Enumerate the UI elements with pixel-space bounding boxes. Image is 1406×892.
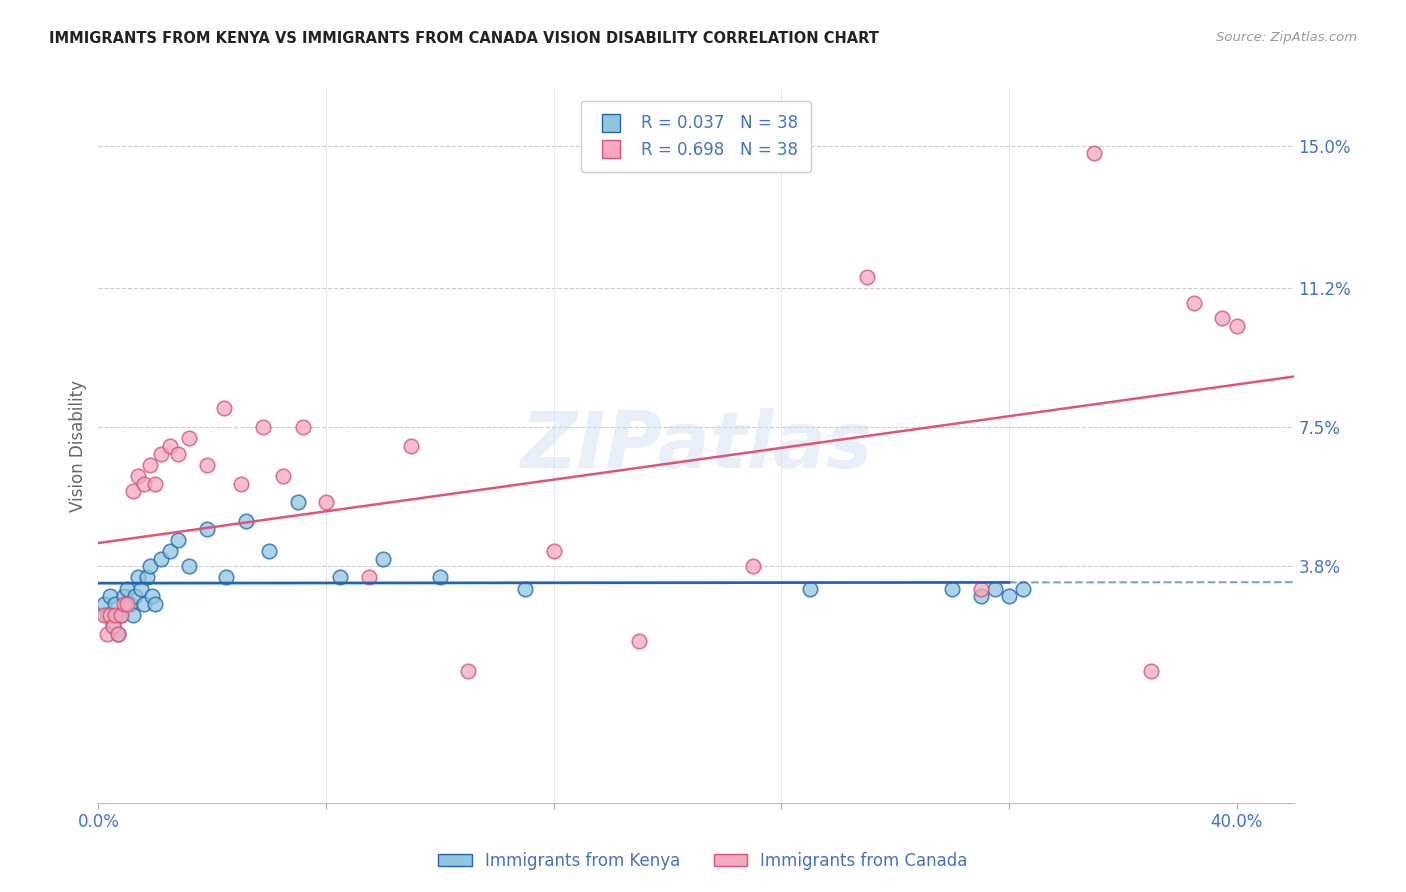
Point bbox=[799, 582, 821, 596]
Point bbox=[167, 533, 190, 547]
Point bbox=[115, 582, 138, 596]
Point bbox=[93, 597, 115, 611]
Point bbox=[1140, 665, 1163, 679]
Point bbox=[292, 420, 315, 434]
Point bbox=[141, 589, 163, 603]
Point bbox=[401, 439, 423, 453]
Point bbox=[101, 619, 124, 633]
Point bbox=[104, 607, 127, 622]
Point bbox=[143, 476, 166, 491]
Legend: R = 0.037   N = 38, R = 0.698   N = 38: R = 0.037 N = 38, R = 0.698 N = 38 bbox=[581, 101, 811, 172]
Point bbox=[107, 627, 129, 641]
Text: IMMIGRANTS FROM KENYA VS IMMIGRANTS FROM CANADA VISION DISABILITY CORRELATION CH: IMMIGRANTS FROM KENYA VS IMMIGRANTS FROM… bbox=[49, 31, 879, 46]
Point bbox=[121, 484, 143, 499]
Point bbox=[1211, 311, 1233, 326]
Point bbox=[429, 570, 451, 584]
Point bbox=[515, 582, 537, 596]
Point bbox=[96, 607, 118, 622]
Point bbox=[132, 597, 155, 611]
Point bbox=[315, 495, 337, 509]
Point bbox=[98, 607, 121, 622]
Point bbox=[129, 582, 152, 596]
Point bbox=[257, 544, 280, 558]
Point bbox=[135, 570, 157, 584]
Point bbox=[195, 458, 218, 472]
Point bbox=[215, 570, 238, 584]
Point bbox=[457, 665, 479, 679]
Point bbox=[98, 589, 121, 603]
Point bbox=[112, 589, 135, 603]
Point bbox=[543, 544, 565, 558]
Point bbox=[127, 469, 149, 483]
Point bbox=[273, 469, 295, 483]
Point bbox=[110, 607, 132, 622]
Point bbox=[1012, 582, 1035, 596]
Point bbox=[138, 559, 160, 574]
Point bbox=[628, 634, 651, 648]
Point bbox=[229, 476, 252, 491]
Point bbox=[998, 589, 1021, 603]
Point bbox=[195, 522, 218, 536]
Point bbox=[1226, 318, 1249, 333]
Point bbox=[112, 597, 135, 611]
Point bbox=[235, 514, 257, 528]
Legend: Immigrants from Kenya, Immigrants from Canada: Immigrants from Kenya, Immigrants from C… bbox=[432, 846, 974, 877]
Point bbox=[159, 439, 181, 453]
Point bbox=[143, 597, 166, 611]
Point bbox=[179, 432, 201, 446]
Point bbox=[179, 559, 201, 574]
Y-axis label: Vision Disability: Vision Disability bbox=[69, 380, 87, 512]
Point bbox=[127, 570, 149, 584]
Point bbox=[969, 582, 991, 596]
Point bbox=[371, 551, 394, 566]
Point bbox=[941, 582, 963, 596]
Point bbox=[150, 551, 173, 566]
Point bbox=[150, 446, 173, 460]
Point bbox=[124, 589, 146, 603]
Point bbox=[132, 476, 155, 491]
Point bbox=[741, 559, 763, 574]
Text: ZIPatlas: ZIPatlas bbox=[520, 408, 872, 484]
Point bbox=[118, 597, 141, 611]
Point bbox=[329, 570, 352, 584]
Point bbox=[969, 589, 991, 603]
Point bbox=[93, 607, 115, 622]
Point bbox=[167, 446, 190, 460]
Point bbox=[138, 458, 160, 472]
Point bbox=[1182, 296, 1205, 310]
Point bbox=[287, 495, 309, 509]
Point bbox=[984, 582, 1007, 596]
Point bbox=[855, 270, 877, 285]
Point bbox=[96, 627, 118, 641]
Point bbox=[101, 619, 124, 633]
Point bbox=[159, 544, 181, 558]
Text: Source: ZipAtlas.com: Source: ZipAtlas.com bbox=[1216, 31, 1357, 45]
Point bbox=[357, 570, 380, 584]
Point bbox=[121, 607, 143, 622]
Point bbox=[1083, 146, 1105, 161]
Point bbox=[104, 597, 127, 611]
Point bbox=[115, 597, 138, 611]
Point bbox=[212, 401, 235, 416]
Point bbox=[107, 627, 129, 641]
Point bbox=[252, 420, 274, 434]
Point bbox=[110, 607, 132, 622]
